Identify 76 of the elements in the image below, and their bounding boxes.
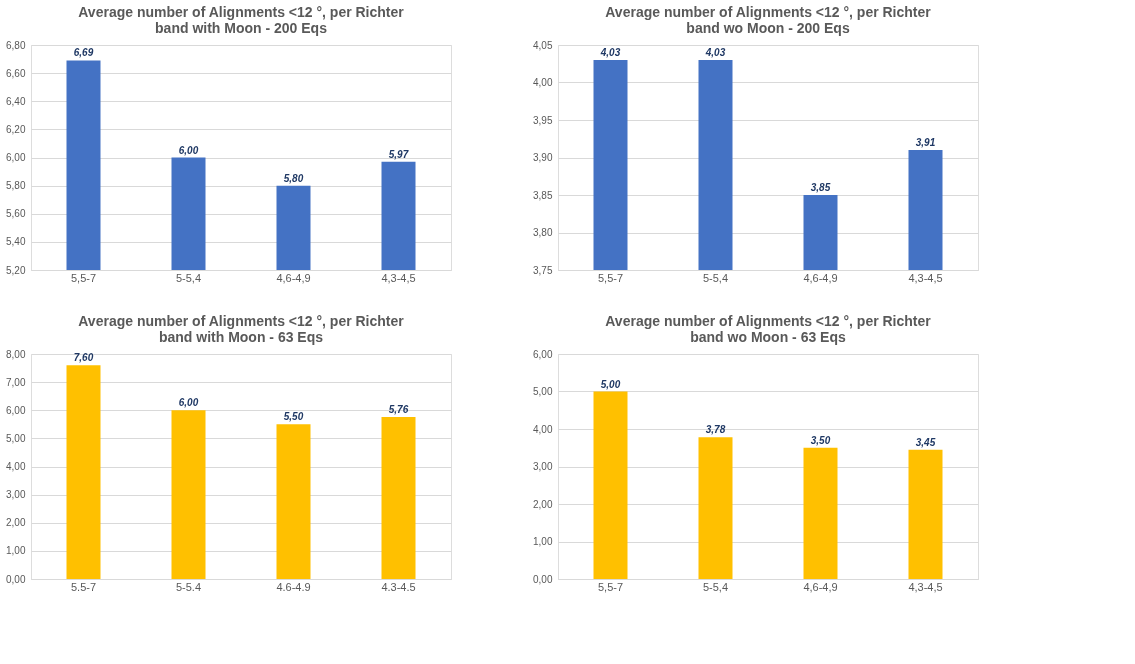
data-label: 3,91 bbox=[915, 137, 936, 148]
y-tick-label: 4,05 bbox=[533, 39, 553, 51]
y-tick-label: 8,00 bbox=[6, 348, 26, 360]
bar bbox=[593, 391, 628, 579]
chart-title: Average number of Alignments <12 °, per Richter band with Moon - 63 Eqs bbox=[78, 313, 405, 345]
y-tick-label: 2,00 bbox=[533, 498, 553, 510]
x-tick-label: 4,6-4,9 bbox=[803, 271, 838, 284]
y-tick-label: 5,40 bbox=[6, 236, 26, 248]
data-label: 7,60 bbox=[73, 352, 94, 364]
x-tick-label: 4,6-4,9 bbox=[803, 580, 838, 593]
data-label: 4,03 bbox=[704, 47, 726, 58]
x-tick-label: 5,5-7 bbox=[597, 580, 624, 593]
data-label: 3,50 bbox=[810, 434, 831, 446]
y-tick-label: 6,40 bbox=[6, 95, 26, 107]
y-tick-label: 3,85 bbox=[533, 189, 553, 201]
x-tick-label: 5-5,4 bbox=[702, 580, 729, 593]
y-tick-label: 4,00 bbox=[533, 77, 553, 88]
x-tick-label: 4.6-4.9 bbox=[276, 580, 311, 593]
bar bbox=[381, 417, 416, 579]
y-tick-label: 6,00 bbox=[533, 348, 553, 360]
x-tick-label: 5-5,4 bbox=[702, 271, 729, 284]
bar bbox=[908, 449, 943, 579]
y-tick-label: 6,00 bbox=[6, 404, 26, 416]
bar bbox=[276, 424, 311, 579]
y-tick-label: 5,20 bbox=[6, 264, 26, 276]
y-tick-label: 6,60 bbox=[6, 67, 26, 79]
y-tick-label: 5,00 bbox=[533, 386, 553, 397]
x-tick-label: 5,5-7 bbox=[70, 271, 97, 284]
y-tick-label: 3,95 bbox=[533, 114, 553, 126]
bar bbox=[66, 365, 101, 579]
y-tick-label: 0,00 bbox=[6, 573, 26, 585]
y-tick-label: 0,00 bbox=[533, 573, 553, 585]
data-label: 5,97 bbox=[388, 148, 409, 160]
chart-title: Average number of Alignments <12 °, per Richter band wo Moon - 63 Eqs bbox=[605, 313, 932, 345]
x-tick-label: 5-5,4 bbox=[175, 271, 202, 284]
x-tick-label: 4,6-4,9 bbox=[276, 271, 311, 284]
x-tick-label: 4.3-4.5 bbox=[381, 580, 416, 593]
y-tick-label: 6,80 bbox=[6, 39, 26, 51]
data-label: 6,00 bbox=[178, 397, 199, 409]
data-label: 4,03 bbox=[599, 47, 621, 58]
data-label: 5,80 bbox=[283, 172, 304, 184]
y-tick-label: 1,00 bbox=[533, 536, 553, 547]
y-tick-label: 6,20 bbox=[6, 123, 26, 135]
bar bbox=[698, 437, 733, 579]
data-label: 3,85 bbox=[810, 182, 831, 193]
y-tick-label: 3,90 bbox=[533, 152, 553, 163]
x-tick-label: 4,3-4,5 bbox=[908, 271, 943, 284]
y-tick-label: 3,00 bbox=[533, 461, 553, 472]
x-tick-label: 5,5-7 bbox=[597, 271, 624, 284]
x-tick-label: 4,3-4,5 bbox=[381, 271, 416, 284]
y-tick-label: 1,00 bbox=[6, 545, 26, 557]
y-tick-label: 7,00 bbox=[6, 376, 26, 388]
y-tick-label: 5,00 bbox=[6, 432, 26, 444]
data-label: 5,50 bbox=[283, 411, 304, 423]
x-tick-label: 5-5.4 bbox=[175, 580, 202, 593]
y-tick-label: 6,00 bbox=[6, 152, 26, 163]
bar bbox=[803, 447, 838, 579]
y-tick-label: 5,80 bbox=[6, 180, 26, 192]
x-tick-label: 5.5-7 bbox=[70, 580, 97, 593]
x-tick-label: 4,3-4,5 bbox=[908, 580, 943, 593]
chart-title: Average number of Alignments <12 °, per Richter band with Moon - 200 Eqs bbox=[78, 4, 405, 36]
data-label: 3,78 bbox=[705, 424, 726, 436]
data-label: 5,76 bbox=[388, 404, 409, 415]
data-label: 6,69 bbox=[73, 47, 94, 59]
y-tick-label: 3,00 bbox=[6, 489, 26, 501]
y-tick-label: 3,80 bbox=[533, 227, 553, 238]
y-tick-label: 4,00 bbox=[6, 461, 26, 472]
y-tick-label: 2,00 bbox=[6, 517, 26, 529]
y-tick-label: 3,75 bbox=[533, 264, 553, 276]
y-tick-label: 5,60 bbox=[6, 208, 26, 220]
y-tick-label: 4,00 bbox=[533, 423, 553, 435]
chart-title: Average number of Alignments <12 °, per Richter band wo Moon - 200 Eqs bbox=[605, 4, 932, 36]
data-label: 3,45 bbox=[915, 436, 936, 448]
data-label: 6,00 bbox=[178, 144, 199, 156]
bar bbox=[171, 410, 206, 579]
data-label: 5,00 bbox=[600, 378, 621, 390]
